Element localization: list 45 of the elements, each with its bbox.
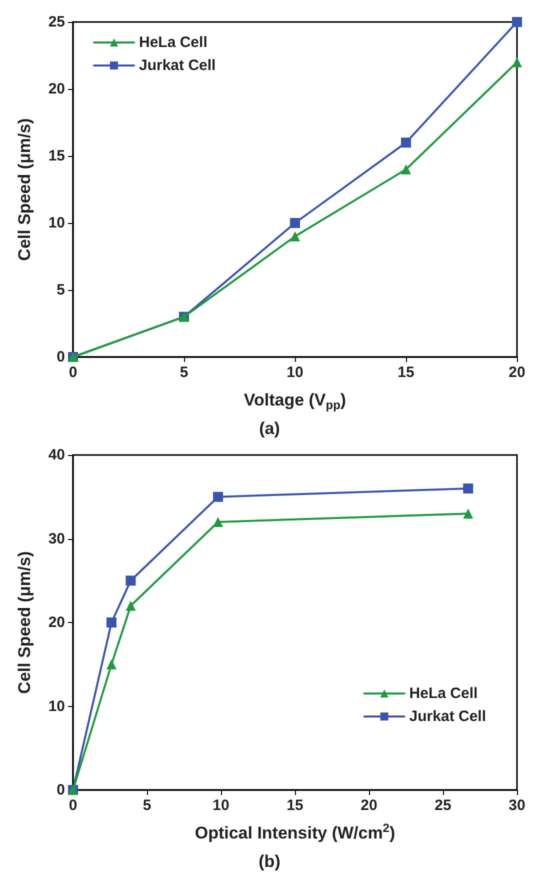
x-tick-label: 20: [360, 797, 378, 814]
y-tick-label: 25: [48, 14, 65, 30]
text: (a): [259, 419, 280, 438]
x-tick-label: 10: [286, 364, 304, 381]
x-tick-label: 25: [434, 797, 452, 814]
point: [106, 618, 116, 628]
point: [463, 508, 474, 519]
x-tick-label: 15: [286, 797, 304, 814]
point: [512, 57, 522, 68]
point: [463, 484, 474, 494]
x-tick-label: 10: [212, 797, 230, 814]
y-tick-label: 30: [48, 530, 65, 548]
x-tick-label: 5: [142, 797, 152, 814]
y-tick-label: 10: [48, 698, 65, 715]
y-tick-label: 0: [56, 348, 65, 366]
legend-label: HeLa Cell: [409, 685, 478, 702]
text: (b): [258, 852, 280, 871]
x-tick-label: 0: [68, 797, 78, 814]
y-tick-label: 15: [48, 148, 65, 164]
point: [126, 600, 136, 611]
x-tick-label: 0: [68, 364, 78, 381]
x-tick-label: 30: [508, 797, 526, 814]
x-tick-label: 5: [180, 364, 188, 381]
y-tick-label: 20: [48, 80, 65, 98]
point: [290, 231, 300, 242]
point: [213, 492, 224, 502]
y-tick-label: 5: [56, 282, 65, 298]
point: [512, 17, 522, 27]
legend-label: Jurkat Cell: [409, 708, 486, 725]
point: [213, 517, 224, 527]
y-tick-label: 10: [48, 214, 65, 232]
y-tick-label: 40: [48, 446, 65, 464]
y-tick-label: 0: [56, 782, 65, 798]
point: [401, 164, 411, 174]
point: [106, 659, 116, 670]
y-axis-title: Cell Speed (μm/s): [15, 118, 34, 261]
x-tick-label: 20: [508, 364, 526, 381]
point: [126, 576, 136, 586]
y-axis-title: Cell Speed (μm/s): [15, 551, 34, 694]
legend-label: HeLa Cell: [139, 34, 208, 51]
y-tick-label: 20: [48, 614, 65, 631]
legend-label: Jurkat Cell: [139, 57, 216, 74]
point: [401, 138, 411, 148]
point: [290, 218, 300, 228]
x-tick-label: 15: [398, 364, 414, 381]
